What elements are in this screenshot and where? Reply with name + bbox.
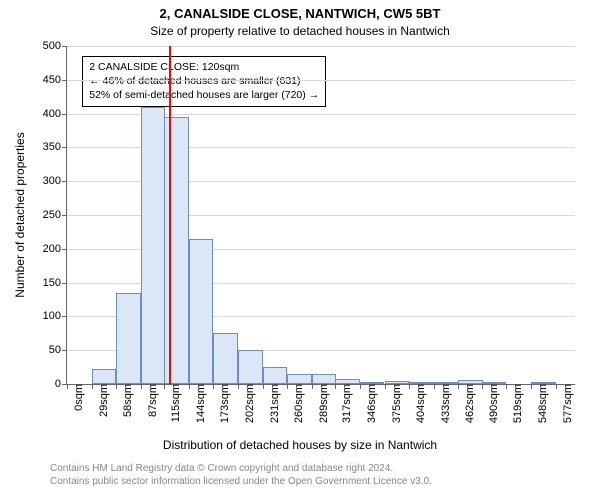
xtick-mark xyxy=(67,384,68,389)
ytick-label: 200 xyxy=(43,243,67,255)
title-sub: Size of property relative to detached ho… xyxy=(0,24,600,38)
ytick-label: 100 xyxy=(43,310,67,322)
property-marker xyxy=(169,46,171,384)
chart-container: 2, CANALSIDE CLOSE, NANTWICH, CW5 5BT Si… xyxy=(0,0,600,500)
histogram-bar xyxy=(263,367,288,384)
xtick-mark xyxy=(556,384,557,389)
xtick-mark xyxy=(116,384,117,389)
xtick-mark xyxy=(213,384,214,389)
xtick-mark xyxy=(506,384,507,389)
xtick-label: 29sqm xyxy=(96,384,110,417)
histogram-bar xyxy=(92,369,117,384)
annotation-line3: 52% of semi-detached houses are larger (… xyxy=(89,88,319,102)
ytick-label: 450 xyxy=(43,74,67,86)
xtick-label: 202sqm xyxy=(242,384,256,423)
x-axis-label: Distribution of detached houses by size … xyxy=(0,438,600,452)
xtick-mark xyxy=(531,384,532,389)
histogram-bar xyxy=(312,374,337,384)
ytick-label: 0 xyxy=(55,378,67,390)
histogram-bar xyxy=(213,333,238,384)
xtick-mark xyxy=(263,384,264,389)
xtick-mark xyxy=(238,384,239,389)
xtick-label: 375sqm xyxy=(389,384,403,423)
xtick-label: 317sqm xyxy=(339,384,353,423)
xtick-label: 577sqm xyxy=(560,384,574,423)
xtick-label: 58sqm xyxy=(120,384,134,417)
gridline xyxy=(67,46,575,47)
xtick-label: 231sqm xyxy=(267,384,281,423)
xtick-mark xyxy=(312,384,313,389)
histogram-bar xyxy=(238,350,263,384)
y-axis-label: Number of detached properties xyxy=(13,132,27,297)
xtick-label: 115sqm xyxy=(168,384,182,422)
annotation-line2: ← 46% of detached houses are smaller (63… xyxy=(89,74,319,88)
xtick-label: 462sqm xyxy=(462,384,476,423)
ytick-label: 50 xyxy=(49,344,67,356)
xtick-mark xyxy=(141,384,142,389)
plot-area: 2 CANALSIDE CLOSE: 120sqm ← 46% of detac… xyxy=(66,46,575,385)
xtick-label: 346sqm xyxy=(364,384,378,423)
histogram-bar xyxy=(116,293,141,384)
xtick-mark xyxy=(385,384,386,389)
xtick-mark xyxy=(92,384,93,389)
gridline xyxy=(67,80,575,81)
xtick-mark xyxy=(409,384,410,389)
xtick-label: 0sqm xyxy=(71,384,85,411)
footer-line1: Contains HM Land Registry data © Crown c… xyxy=(50,462,432,475)
ytick-label: 300 xyxy=(43,175,67,187)
xtick-mark xyxy=(189,384,190,389)
xtick-mark xyxy=(434,384,435,389)
ytick-label: 150 xyxy=(43,277,67,289)
xtick-label: 548sqm xyxy=(535,384,549,423)
ytick-label: 400 xyxy=(43,108,67,120)
histogram-bar xyxy=(189,239,214,384)
footer-line2: Contains public sector information licen… xyxy=(50,475,432,488)
xtick-mark xyxy=(287,384,288,389)
xtick-label: 87sqm xyxy=(145,384,159,417)
xtick-label: 173sqm xyxy=(217,384,231,423)
ytick-label: 250 xyxy=(43,209,67,221)
footer: Contains HM Land Registry data © Crown c… xyxy=(50,462,432,488)
xtick-mark xyxy=(164,384,165,389)
annotation-box: 2 CANALSIDE CLOSE: 120sqm ← 46% of detac… xyxy=(82,56,326,107)
annotation-line1: 2 CANALSIDE CLOSE: 120sqm xyxy=(89,60,319,74)
xtick-mark xyxy=(482,384,483,389)
xtick-mark xyxy=(335,384,336,389)
xtick-label: 433sqm xyxy=(438,384,452,423)
xtick-label: 289sqm xyxy=(316,384,330,423)
histogram-bar xyxy=(287,374,312,384)
ytick-label: 500 xyxy=(43,40,67,52)
ytick-label: 350 xyxy=(43,141,67,153)
xtick-label: 519sqm xyxy=(510,384,524,423)
xtick-label: 404sqm xyxy=(413,384,427,423)
xtick-label: 490sqm xyxy=(486,384,500,423)
xtick-mark xyxy=(360,384,361,389)
title-main: 2, CANALSIDE CLOSE, NANTWICH, CW5 5BT xyxy=(0,6,600,21)
xtick-label: 260sqm xyxy=(291,384,305,423)
xtick-mark xyxy=(458,384,459,389)
histogram-bar xyxy=(141,107,166,384)
xtick-label: 144sqm xyxy=(193,384,207,423)
